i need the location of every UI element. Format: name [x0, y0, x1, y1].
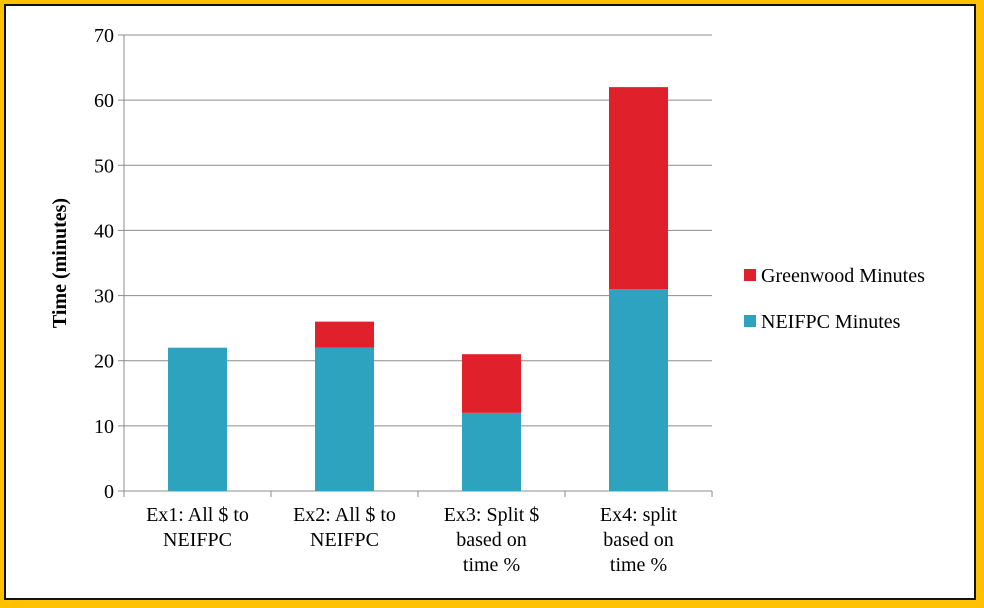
x-category-label-line: Ex1: All $ to: [146, 504, 249, 526]
y-axis-title: Time (minutes): [49, 198, 71, 328]
bar-neifpc-minutes: [609, 289, 668, 491]
x-category-label-line: time %: [610, 554, 667, 576]
x-category-label: Ex2: All $ to NEIFPC: [293, 504, 396, 551]
x-category-label-line: based on: [603, 529, 674, 551]
stacked-bar-chart: 0 10 20 30 40 50 60 70 Time (minutes) Ex1: All $ …: [49, 25, 925, 576]
x-category-label-line: Ex2: All $ to: [293, 504, 396, 526]
bar-greenwood-minutes: [462, 354, 521, 413]
bar-neifpc-minutes: [315, 347, 374, 491]
legend-swatch: [744, 269, 756, 281]
x-category-label-line: Ex4: split: [600, 504, 678, 526]
chart-frame: 0 10 20 30 40 50 60 70 Time (minutes) Ex1: All $ …: [4, 4, 976, 600]
x-category-label-line: based on: [456, 529, 527, 551]
x-category-label: Ex4: split based on time %: [600, 504, 678, 576]
y-tick-label: 60: [94, 90, 114, 112]
x-category-label-line: NEIFPC: [163, 529, 232, 551]
bar-neifpc-minutes: [168, 347, 227, 491]
legend-label: Greenwood Minutes: [761, 265, 925, 287]
bar-neifpc-minutes: [462, 412, 521, 491]
bar-greenwood-minutes: [315, 321, 374, 348]
y-tick-label: 10: [94, 416, 114, 438]
y-tick-label: 50: [94, 155, 114, 177]
legend-label: NEIFPC Minutes: [761, 311, 901, 333]
x-category-label-line: Ex3: Split $: [444, 504, 540, 526]
x-category-label-line: time %: [463, 554, 520, 576]
x-category-label: Ex1: All $ to NEIFPC: [146, 504, 249, 551]
y-tick-label: 20: [94, 351, 114, 373]
x-category-label-line: NEIFPC: [310, 529, 379, 551]
legend-swatch: [744, 315, 756, 327]
y-tick-label: 0: [104, 481, 114, 503]
y-tick-label: 40: [94, 220, 114, 242]
y-tick-label: 70: [94, 25, 114, 47]
bar-greenwood-minutes: [609, 87, 668, 290]
y-tick-label: 30: [94, 286, 114, 308]
x-category-label: Ex3: Split $ based on time %: [444, 504, 540, 576]
